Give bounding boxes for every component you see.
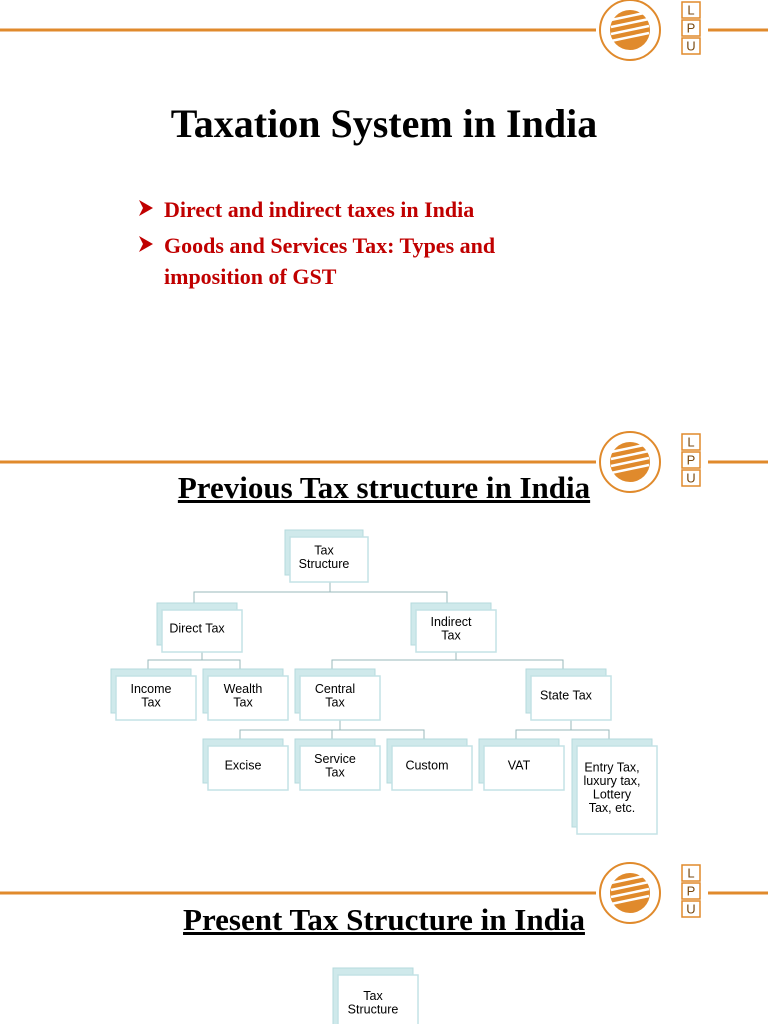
logo-stripe bbox=[610, 31, 650, 43]
node-label: Custom bbox=[405, 759, 448, 773]
node-label: Lottery bbox=[593, 787, 632, 801]
node-label: Tax bbox=[314, 543, 334, 557]
logo-stripe bbox=[610, 24, 650, 36]
logo-letter-box bbox=[681, 469, 701, 487]
node-label: Indirect bbox=[431, 615, 473, 629]
logo-letter-box bbox=[681, 882, 701, 900]
node-box bbox=[415, 609, 497, 653]
node-label: VAT bbox=[508, 759, 531, 773]
node-label: Entry Tax, bbox=[584, 760, 639, 774]
logo-stripe bbox=[610, 10, 650, 22]
logo-stripe bbox=[610, 463, 650, 475]
logo-letter: P bbox=[687, 884, 696, 899]
logo-letter: P bbox=[687, 21, 696, 36]
connector bbox=[239, 720, 341, 739]
node-box bbox=[576, 745, 658, 835]
node-label: Excise bbox=[225, 759, 262, 773]
node-label: Tax bbox=[363, 989, 383, 1003]
logo-stripe bbox=[610, 873, 650, 885]
bullet-arrow bbox=[139, 200, 153, 216]
node-box bbox=[207, 745, 289, 791]
connector bbox=[147, 652, 203, 669]
logo-letter-box bbox=[681, 1, 701, 19]
bullet: Direct and indirect taxes in India bbox=[164, 197, 475, 222]
node-label: Tax bbox=[233, 695, 253, 709]
node-box bbox=[483, 745, 565, 791]
bullet: Goods and Services Tax: Types and imposi… bbox=[164, 233, 496, 289]
logo-letter-box bbox=[681, 451, 701, 469]
connector bbox=[571, 729, 610, 739]
node-label: Income bbox=[131, 682, 172, 696]
node-box bbox=[207, 675, 289, 721]
logo-letter-box bbox=[681, 433, 701, 451]
logo-letter: L bbox=[687, 866, 694, 881]
logo-stripe bbox=[610, 880, 650, 892]
node-label: Central bbox=[315, 682, 355, 696]
logo-letter: U bbox=[686, 471, 695, 486]
connector bbox=[330, 591, 448, 604]
connector bbox=[456, 659, 564, 669]
slide-title: Present Tax Structure in India bbox=[183, 902, 585, 937]
slide-title: Taxation System in India bbox=[170, 101, 598, 146]
logo-letter: P bbox=[687, 453, 696, 468]
node-label: Tax bbox=[141, 695, 161, 709]
node-box bbox=[337, 974, 419, 1024]
node-label: Structure bbox=[348, 1002, 399, 1016]
node-label: State Tax bbox=[540, 689, 593, 703]
connectors bbox=[147, 582, 610, 739]
connector bbox=[193, 582, 331, 604]
slide-title: Previous Tax structure in India bbox=[177, 470, 591, 505]
logo-stripe bbox=[610, 456, 650, 468]
logo-letter-box bbox=[681, 900, 701, 918]
logo-letter-box bbox=[681, 19, 701, 37]
logo-stripe bbox=[610, 894, 650, 906]
node-label: Tax, etc. bbox=[589, 801, 636, 815]
bullet-arrow bbox=[139, 236, 153, 252]
connector bbox=[340, 729, 425, 739]
connector bbox=[515, 720, 572, 739]
node-label: Tax bbox=[441, 628, 461, 642]
node-label: Tax bbox=[325, 695, 345, 709]
logo-letter: U bbox=[686, 902, 695, 917]
node-label: Structure bbox=[299, 557, 350, 571]
node-box bbox=[299, 745, 381, 791]
node-box bbox=[530, 675, 612, 721]
node-box bbox=[391, 745, 473, 791]
logo-stripe bbox=[610, 449, 650, 461]
node-label: Service bbox=[314, 752, 356, 766]
node-label: Tax bbox=[325, 765, 345, 779]
logo-stripe bbox=[610, 442, 650, 454]
logo-letter-box bbox=[681, 864, 701, 882]
node-box bbox=[161, 609, 243, 653]
node-box bbox=[115, 675, 197, 721]
logo-letter-box bbox=[681, 37, 701, 55]
connector bbox=[202, 659, 241, 669]
connector bbox=[331, 652, 457, 669]
node-box bbox=[289, 536, 369, 583]
node-label: Direct Tax bbox=[169, 622, 225, 636]
logo-stripe bbox=[610, 17, 650, 29]
logo-stripe bbox=[610, 887, 650, 899]
logo-letter: L bbox=[687, 435, 694, 450]
node-box bbox=[299, 675, 381, 721]
logo-letter: L bbox=[687, 3, 694, 18]
node-label: Wealth bbox=[224, 682, 263, 696]
logo-letter: U bbox=[686, 39, 695, 54]
node-label: luxury tax, bbox=[584, 774, 641, 788]
